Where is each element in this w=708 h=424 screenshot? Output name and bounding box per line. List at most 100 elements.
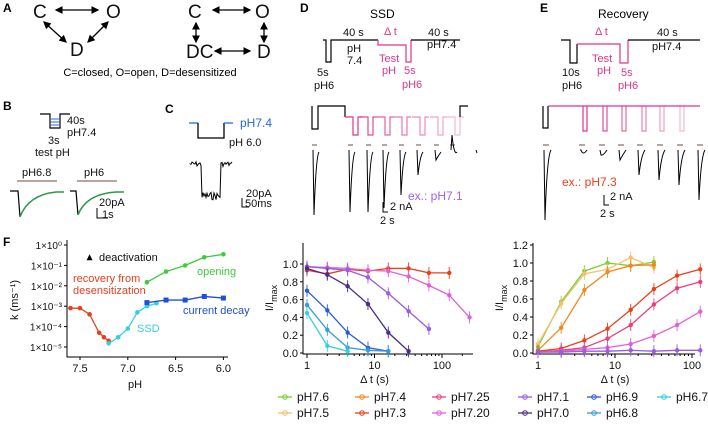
panel-b: B 40s pH7.4 3s test pH pH6.8 pH6 20pA 1s <box>3 99 125 221</box>
ph-label: pH7.4 <box>652 41 681 53</box>
protocol-trace <box>377 116 394 136</box>
y-tick-label: 1×10⁻³ <box>31 302 63 313</box>
data-point <box>115 334 121 340</box>
data-point <box>365 301 371 307</box>
data-point <box>582 349 587 354</box>
current-trace <box>399 149 407 196</box>
protocol-trace <box>311 105 346 130</box>
x-tick-label: 1 <box>304 360 310 372</box>
current-trace <box>580 149 588 154</box>
data-point <box>558 301 564 306</box>
data-point <box>221 252 226 257</box>
y-tick-label: 0.4 <box>513 312 528 324</box>
legend-label: pH7.25 <box>451 390 490 404</box>
data-point <box>182 263 188 268</box>
legend-label: pH7.1 <box>537 390 569 404</box>
panel-label: F <box>3 235 10 249</box>
current-trace <box>475 149 478 154</box>
legend-marker <box>359 394 365 400</box>
legend-marker <box>282 410 288 416</box>
protocol-line <box>561 39 578 64</box>
protocol-trace <box>447 116 464 136</box>
y-tick-label: 0.0 <box>283 348 298 360</box>
trace-label: pH6 <box>84 167 104 179</box>
data-point <box>698 279 703 285</box>
recovery-traces <box>542 105 706 221</box>
data-point <box>628 348 633 353</box>
scheme1-arrows <box>43 6 109 43</box>
scheme2-arrows <box>192 6 268 55</box>
current-trace <box>637 149 646 176</box>
legend-marker <box>436 410 442 416</box>
scale-current: 2 nA <box>390 201 413 213</box>
current-trace <box>543 149 552 221</box>
data-point <box>325 343 330 349</box>
scale-time: 2 s <box>380 215 395 227</box>
protocol-trace <box>679 106 685 132</box>
y-axis-label: k (ms⁻¹) <box>9 280 21 320</box>
legend-label: pH6.8 <box>606 406 638 420</box>
protocol-trace <box>621 106 627 132</box>
ph-label: pH 6.0 <box>229 137 261 149</box>
data-point <box>325 272 330 277</box>
series-line <box>537 311 701 353</box>
duration-label: 5s <box>621 67 633 79</box>
current-trace <box>189 160 233 201</box>
data-point <box>582 271 587 276</box>
data-point <box>345 349 350 354</box>
data-point <box>201 254 207 260</box>
y-tick-label: 0.0 <box>513 348 528 360</box>
data-point <box>447 292 452 298</box>
data-point <box>304 310 310 316</box>
protocol-trace <box>412 116 429 136</box>
recovery-summary-chart: 0.0 0.2 0.4 0.6 0.8 1.0 1.2 1 10 100 Δ t (s) I/Imax <box>494 240 703 386</box>
state-o: O <box>255 2 270 23</box>
y-tick-label: 0.8 <box>513 276 528 288</box>
protocol-trace <box>360 116 377 136</box>
x-tick-label: 10 <box>609 360 621 372</box>
legend-label: pH6.7 <box>676 390 708 404</box>
ph-label: pH6 <box>618 80 638 92</box>
legend-label: pH6.9 <box>606 390 638 404</box>
current-trace <box>450 134 458 154</box>
legend: pH7.6 pH7.4 pH7.25 pH7.1 pH6.9 pH6.7 pH7.5 pH7.… <box>278 390 708 420</box>
legend-label: pH7.6 <box>297 390 329 404</box>
data-point <box>101 334 107 340</box>
panel-label: B <box>3 99 12 113</box>
data-point <box>651 286 657 292</box>
data-point <box>325 308 330 313</box>
data-point <box>325 327 330 333</box>
state-d: D <box>70 40 84 61</box>
x-tick-label: 7.0 <box>120 363 135 375</box>
protocol-trace <box>345 116 362 136</box>
data-point <box>558 325 564 330</box>
data-point <box>144 300 150 306</box>
data-point <box>201 293 207 299</box>
ph-label: pH6 <box>562 80 582 92</box>
series-line <box>306 267 410 352</box>
scale-bar <box>96 208 108 219</box>
data-point <box>406 349 411 354</box>
y-axis-label-sub: max <box>499 284 509 302</box>
data-point <box>426 326 432 332</box>
data-point <box>674 322 680 328</box>
duration-label: 3s <box>48 135 60 147</box>
example-label: ex.: pH7.3 <box>562 175 617 189</box>
legend-marker <box>436 394 442 400</box>
series-label: desensitization <box>73 285 146 297</box>
fit-trace <box>19 191 64 218</box>
state-d: D <box>257 42 271 63</box>
data-point <box>144 279 150 285</box>
data-point <box>304 302 310 308</box>
data-point <box>628 263 633 268</box>
data-point <box>406 266 411 271</box>
legend-label: pH7.20 <box>451 406 490 420</box>
axes <box>302 243 473 355</box>
trace-label: pH6.8 <box>22 167 51 179</box>
current-trace <box>434 149 442 162</box>
legend-label: pH7.3 <box>374 406 406 420</box>
axes <box>532 243 695 355</box>
data-point <box>125 326 131 331</box>
